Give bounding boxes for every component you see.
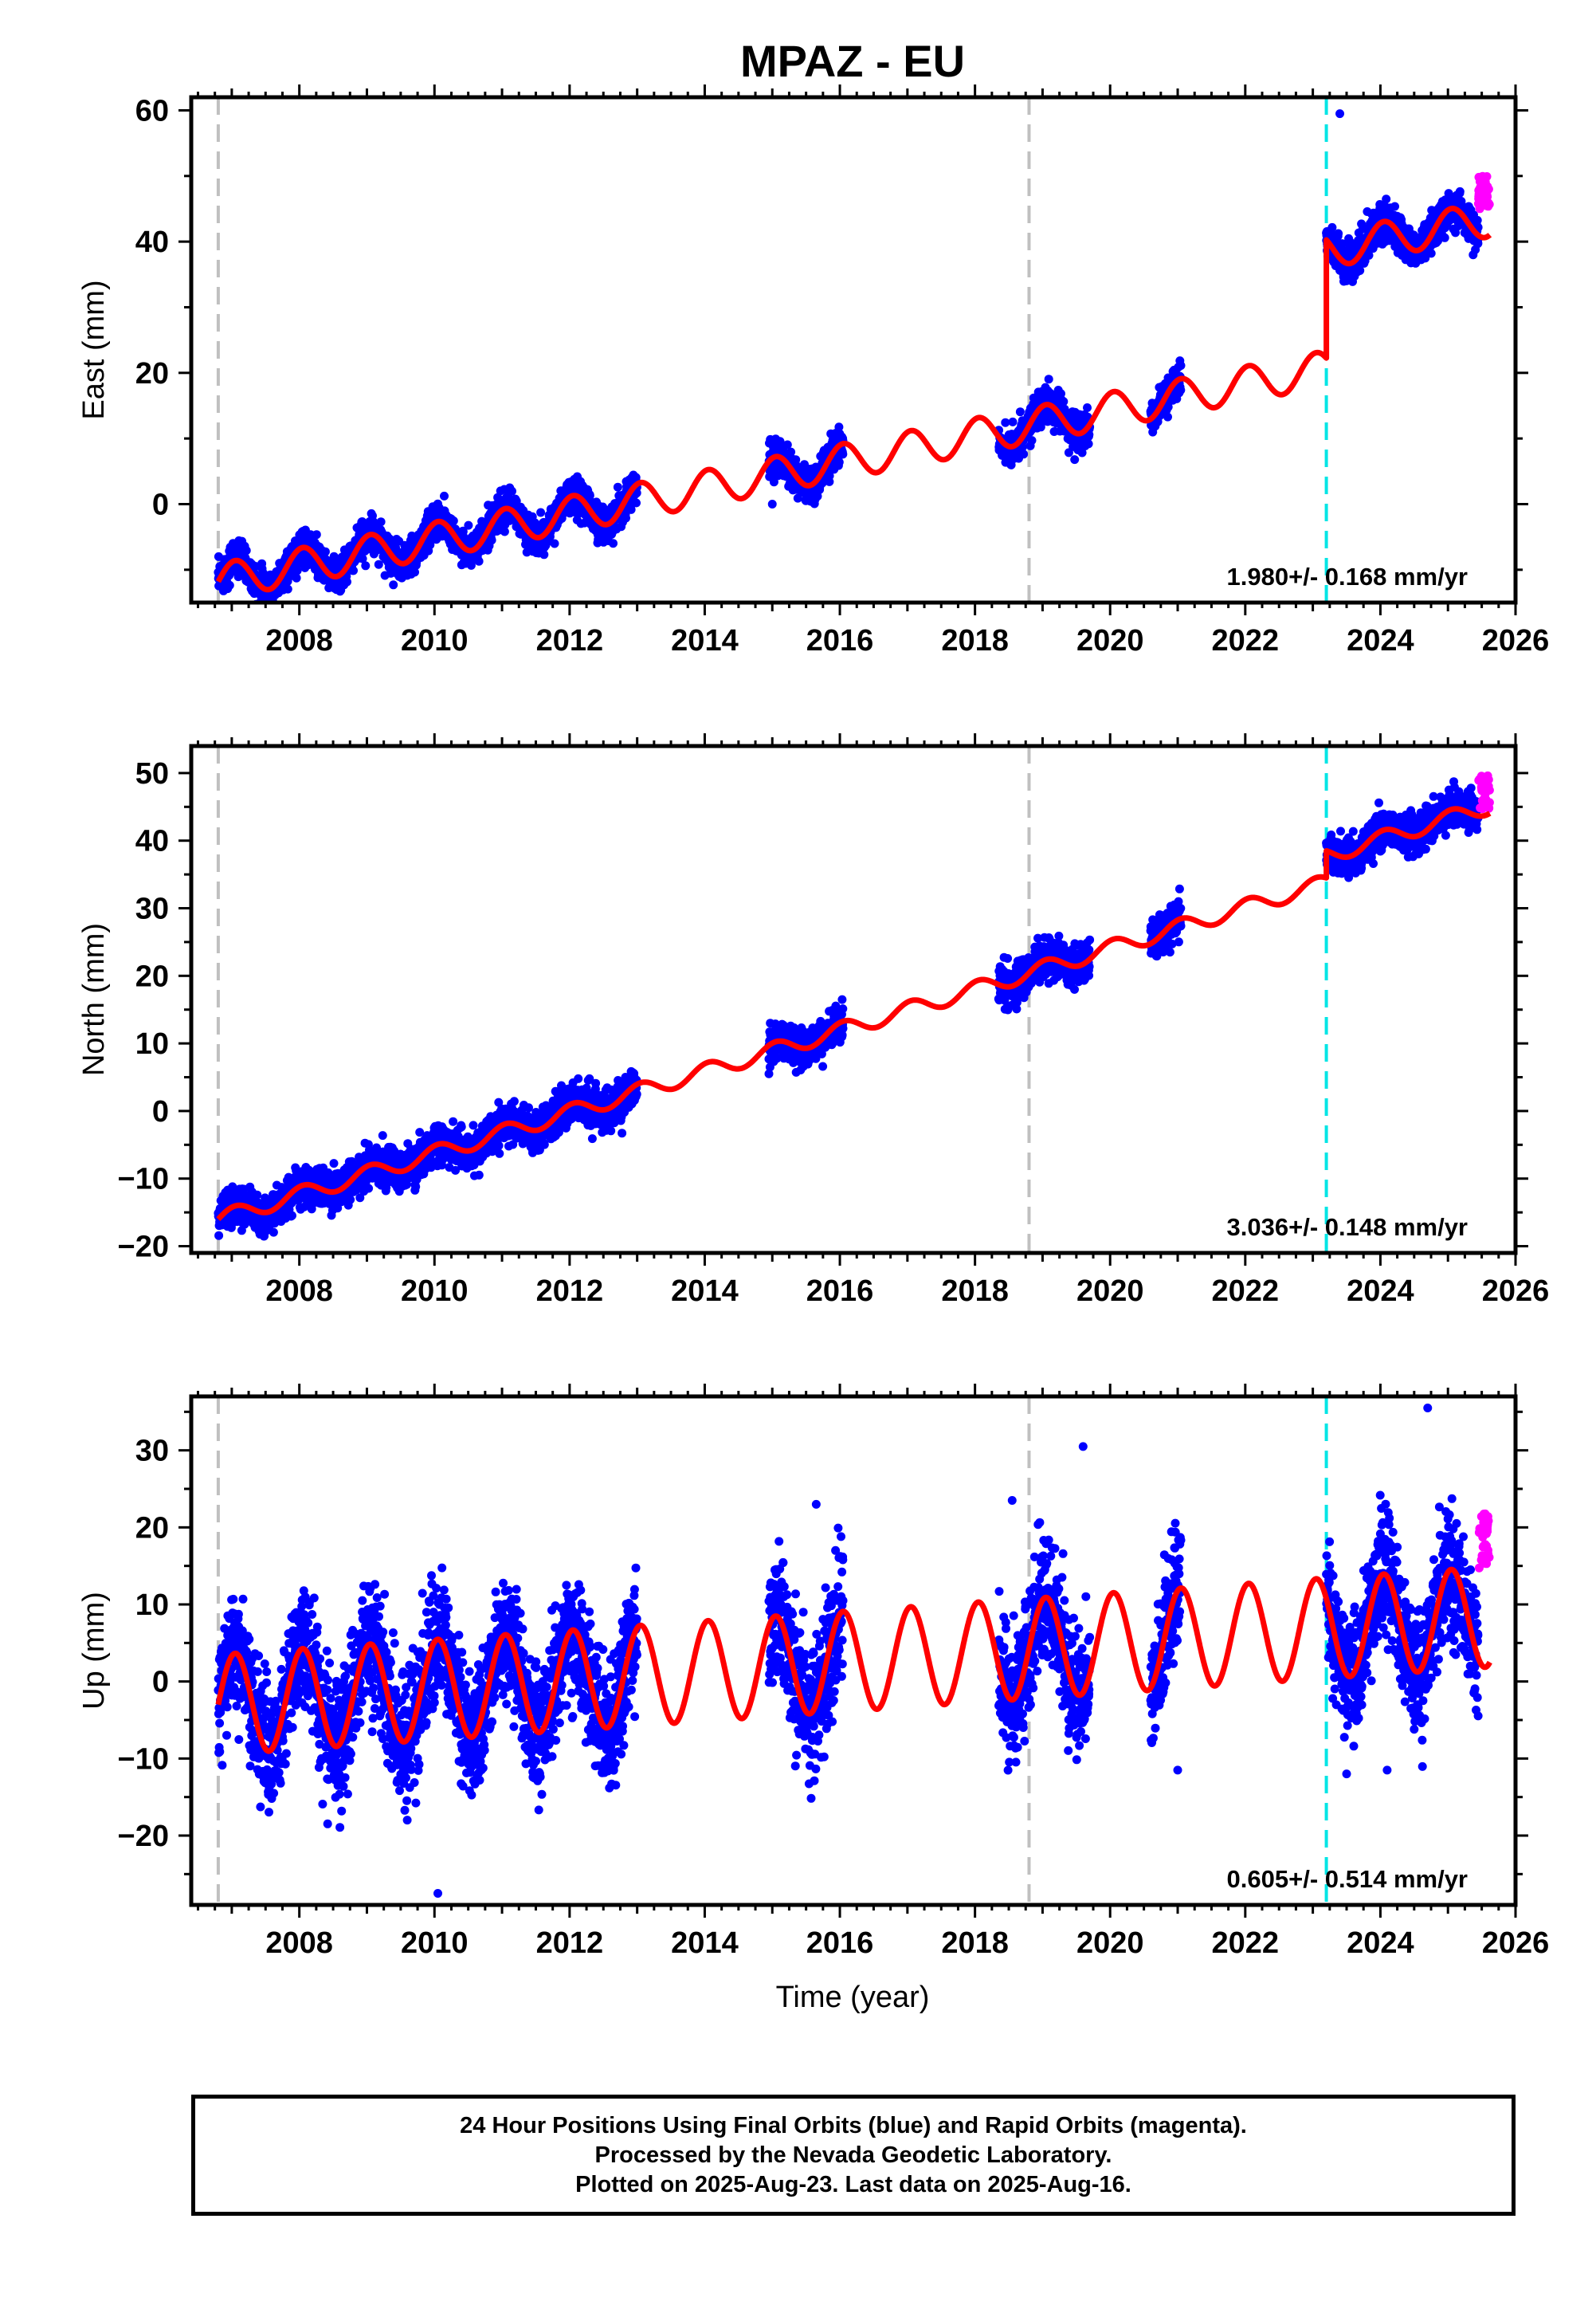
data-point [440,491,449,501]
plot-area [214,746,1494,1253]
y-tick-label: 0 [152,488,169,521]
data-point [609,539,618,548]
data-point [1390,202,1399,211]
data-point [1335,109,1345,119]
x-tick-label: 2010 [401,624,469,658]
data-point [1455,187,1465,196]
data-point [1015,407,1025,417]
data-point [1163,412,1172,422]
data-point [288,1211,296,1220]
data-point [1083,403,1092,412]
data-point [791,455,801,465]
x-tick-label: 2018 [941,624,1009,658]
data-point [374,560,383,569]
x-tick-label: 2014 [671,624,739,658]
data-point [376,517,386,527]
x-tick-label: 2026 [1482,624,1550,658]
model-fit-line [215,206,1492,593]
data-point [474,556,484,566]
data-point [1382,194,1391,204]
plot-area [214,97,1494,614]
data-point [389,580,398,590]
data-point [464,520,473,530]
data-point [838,450,848,459]
x-tick-label: 2016 [806,624,874,658]
velocity-label: 1.980+/- 0.168 mm/yr [1227,563,1468,591]
data-point [550,539,559,548]
data-point [613,482,622,492]
rapid-data-point [1480,187,1490,197]
data-point [214,1231,224,1240]
rapid-orbits-points [1473,171,1494,214]
data-point [273,605,282,614]
panel-east: 2008 2010 2012 2014 2016 2018 2020 2022 2024 2026… [77,84,1549,658]
data-point [320,547,330,556]
data-point [241,546,251,556]
data-point [1019,450,1029,459]
data-point [312,530,321,540]
y-axis-label: East (mm) [77,280,111,419]
x-tick-label: 2008 [265,624,333,658]
panels: 2008 2010 2012 2014 2016 2018 2020 2022 2024 2026… [77,84,1549,1960]
data-point [487,536,496,545]
data-point [1059,397,1069,406]
data-point [536,508,546,517]
data-point [1426,249,1436,258]
data-point [292,566,302,575]
x-tick-label: 2024 [1347,624,1414,658]
data-point [329,1159,339,1168]
data-point [410,567,419,577]
x-tick-label: 2022 [1212,624,1280,658]
data-point [1084,439,1093,449]
data-point [622,513,630,523]
data-point [361,561,371,571]
x-tick-label: 2012 [536,624,604,658]
data-point [269,1227,278,1237]
data-point [225,580,234,590]
data-point [283,584,292,594]
data-point [1176,361,1186,371]
data-point [343,577,351,587]
data-point [349,566,358,575]
chart-title: MPAZ - EU [740,36,965,86]
data-point [292,573,301,583]
data-point [449,516,458,525]
panel-north: 2008 2010 2012 2014 2016 2018 2020 2022 2024 2026… [77,733,1549,1308]
data-point [834,457,844,467]
final-orbits-points [214,109,1483,614]
data-point [767,499,777,509]
y-tick-label: 60 [135,94,169,128]
data-point [358,554,367,564]
data-point [1044,375,1053,384]
data-point [1027,436,1037,446]
rapid-data-point [1484,199,1494,209]
y-tick-label: 20 [135,357,169,391]
data-point [1473,238,1483,248]
y-tick-label: 40 [135,226,169,259]
data-point [1440,233,1449,242]
data-point [1176,386,1186,395]
data-point [1334,229,1343,238]
data-point [1008,417,1018,426]
rapid-data-point [1480,179,1490,188]
x-tick-label: 2020 [1076,624,1144,658]
data-point [508,486,516,496]
data-point [632,498,641,508]
data-point [253,1190,262,1200]
data-point [1070,455,1080,465]
